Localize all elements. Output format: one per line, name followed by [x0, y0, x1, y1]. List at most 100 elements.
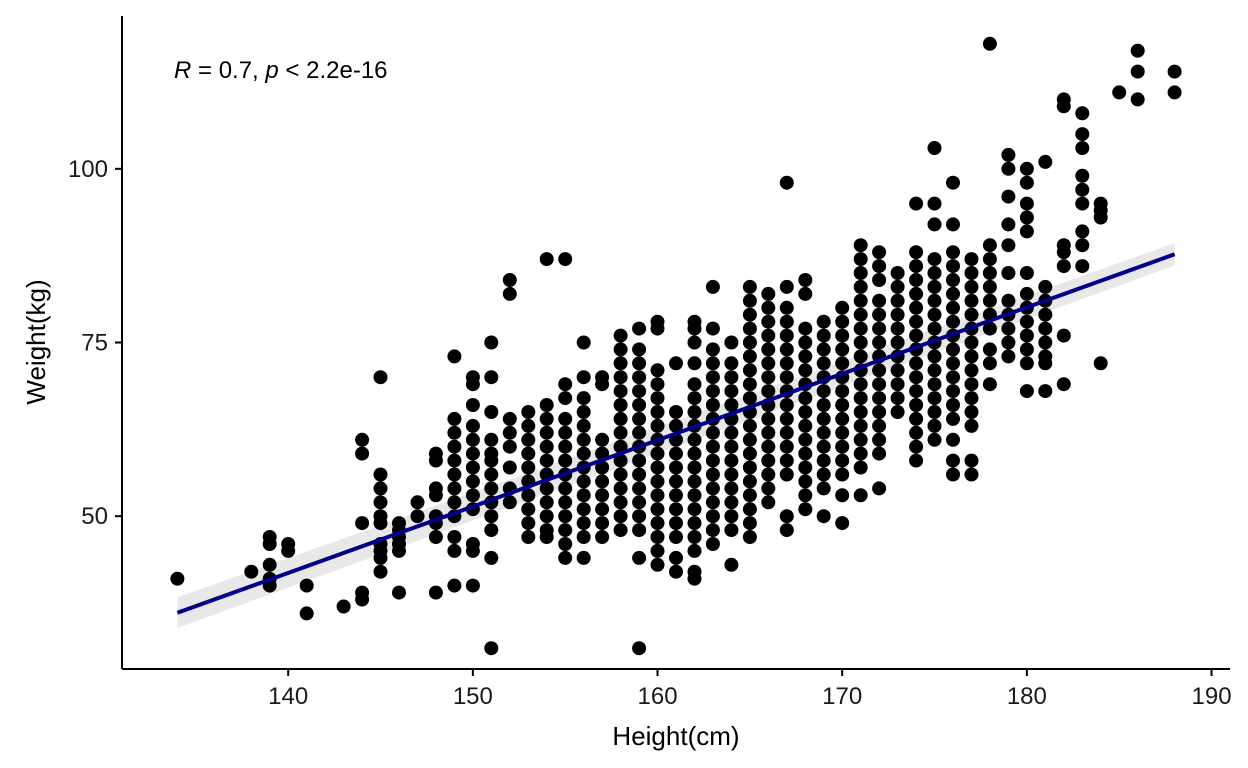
data-point — [355, 432, 370, 447]
data-point — [687, 446, 702, 461]
data-point — [761, 453, 776, 468]
data-point — [761, 342, 776, 357]
data-point — [687, 516, 702, 531]
data-point — [669, 418, 683, 433]
data-point — [539, 523, 554, 538]
data-point — [890, 391, 905, 406]
data-point — [687, 488, 702, 503]
data-point — [816, 481, 831, 496]
data-point — [1019, 224, 1034, 239]
data-point — [687, 356, 702, 371]
data-point — [576, 391, 591, 406]
data-point — [779, 279, 794, 294]
data-point — [742, 279, 757, 294]
data-point — [779, 411, 794, 426]
data-point — [872, 321, 887, 336]
data-point — [632, 453, 647, 468]
data-point — [595, 488, 610, 503]
data-point — [1130, 64, 1145, 79]
data-point — [779, 425, 794, 440]
data-point — [1056, 328, 1071, 343]
data-point — [982, 321, 997, 336]
data-point — [1112, 85, 1127, 100]
data-point — [521, 530, 536, 544]
data-point — [816, 509, 831, 524]
data-point — [558, 481, 573, 496]
data-point — [539, 411, 554, 426]
data-point — [632, 467, 647, 482]
x-axis-title: Height(cm) — [612, 721, 739, 751]
data-point — [946, 245, 960, 260]
data-point — [798, 321, 813, 336]
data-point — [853, 488, 868, 503]
data-point — [761, 286, 776, 301]
data-point — [1001, 161, 1016, 176]
data-point — [558, 495, 573, 510]
data-point — [392, 516, 406, 531]
data-point — [853, 446, 868, 461]
data-point — [632, 321, 647, 336]
data-point — [1038, 154, 1053, 169]
data-point — [447, 411, 462, 426]
data-point — [447, 453, 462, 468]
annotation-r-symbol: R — [174, 57, 191, 84]
data-point — [558, 391, 573, 406]
data-point — [1001, 321, 1016, 336]
data-point — [447, 467, 462, 482]
data-point — [982, 377, 997, 392]
data-point — [705, 370, 720, 385]
data-point — [964, 335, 979, 350]
data-point — [964, 307, 979, 322]
data-point — [890, 405, 905, 419]
data-point — [465, 460, 480, 475]
data-point — [465, 578, 480, 593]
data-point — [835, 516, 850, 531]
data-point — [650, 446, 665, 461]
data-point — [410, 509, 425, 524]
data-point — [1001, 217, 1016, 232]
data-point — [779, 314, 794, 329]
data-point — [946, 384, 960, 399]
data-point — [1038, 335, 1053, 350]
data-point — [724, 509, 739, 524]
data-point — [724, 356, 739, 371]
data-point — [946, 356, 960, 371]
data-point — [798, 446, 813, 461]
data-point — [428, 481, 443, 496]
data-point — [558, 550, 573, 565]
x-tick-label: 150 — [453, 683, 493, 710]
data-point — [521, 460, 536, 475]
data-point — [927, 363, 942, 378]
data-point — [853, 293, 868, 308]
data-point — [724, 425, 739, 440]
data-point — [705, 279, 720, 294]
data-point — [816, 425, 831, 440]
data-point — [632, 481, 647, 496]
correlation-annotation: R = 0.7, p < 2.2e-16 — [174, 57, 388, 84]
data-point — [705, 481, 720, 496]
data-point — [687, 530, 702, 544]
data-point — [539, 252, 554, 267]
data-point — [742, 307, 757, 322]
data-point — [982, 279, 997, 294]
data-point — [669, 488, 683, 503]
data-point — [909, 398, 924, 412]
data-point — [613, 509, 628, 524]
data-point — [1075, 182, 1090, 197]
data-point — [872, 335, 887, 350]
data-point — [595, 474, 610, 489]
data-point — [964, 391, 979, 406]
data-point — [576, 550, 591, 565]
data-point — [724, 557, 739, 572]
data-point — [946, 398, 960, 412]
data-point — [1038, 321, 1053, 336]
data-point — [835, 300, 850, 315]
data-point — [927, 377, 942, 392]
data-point — [705, 495, 720, 510]
data-point — [447, 425, 462, 440]
data-point — [853, 238, 868, 253]
data-point — [779, 509, 794, 524]
data-point — [576, 335, 591, 350]
data-point — [742, 502, 757, 517]
